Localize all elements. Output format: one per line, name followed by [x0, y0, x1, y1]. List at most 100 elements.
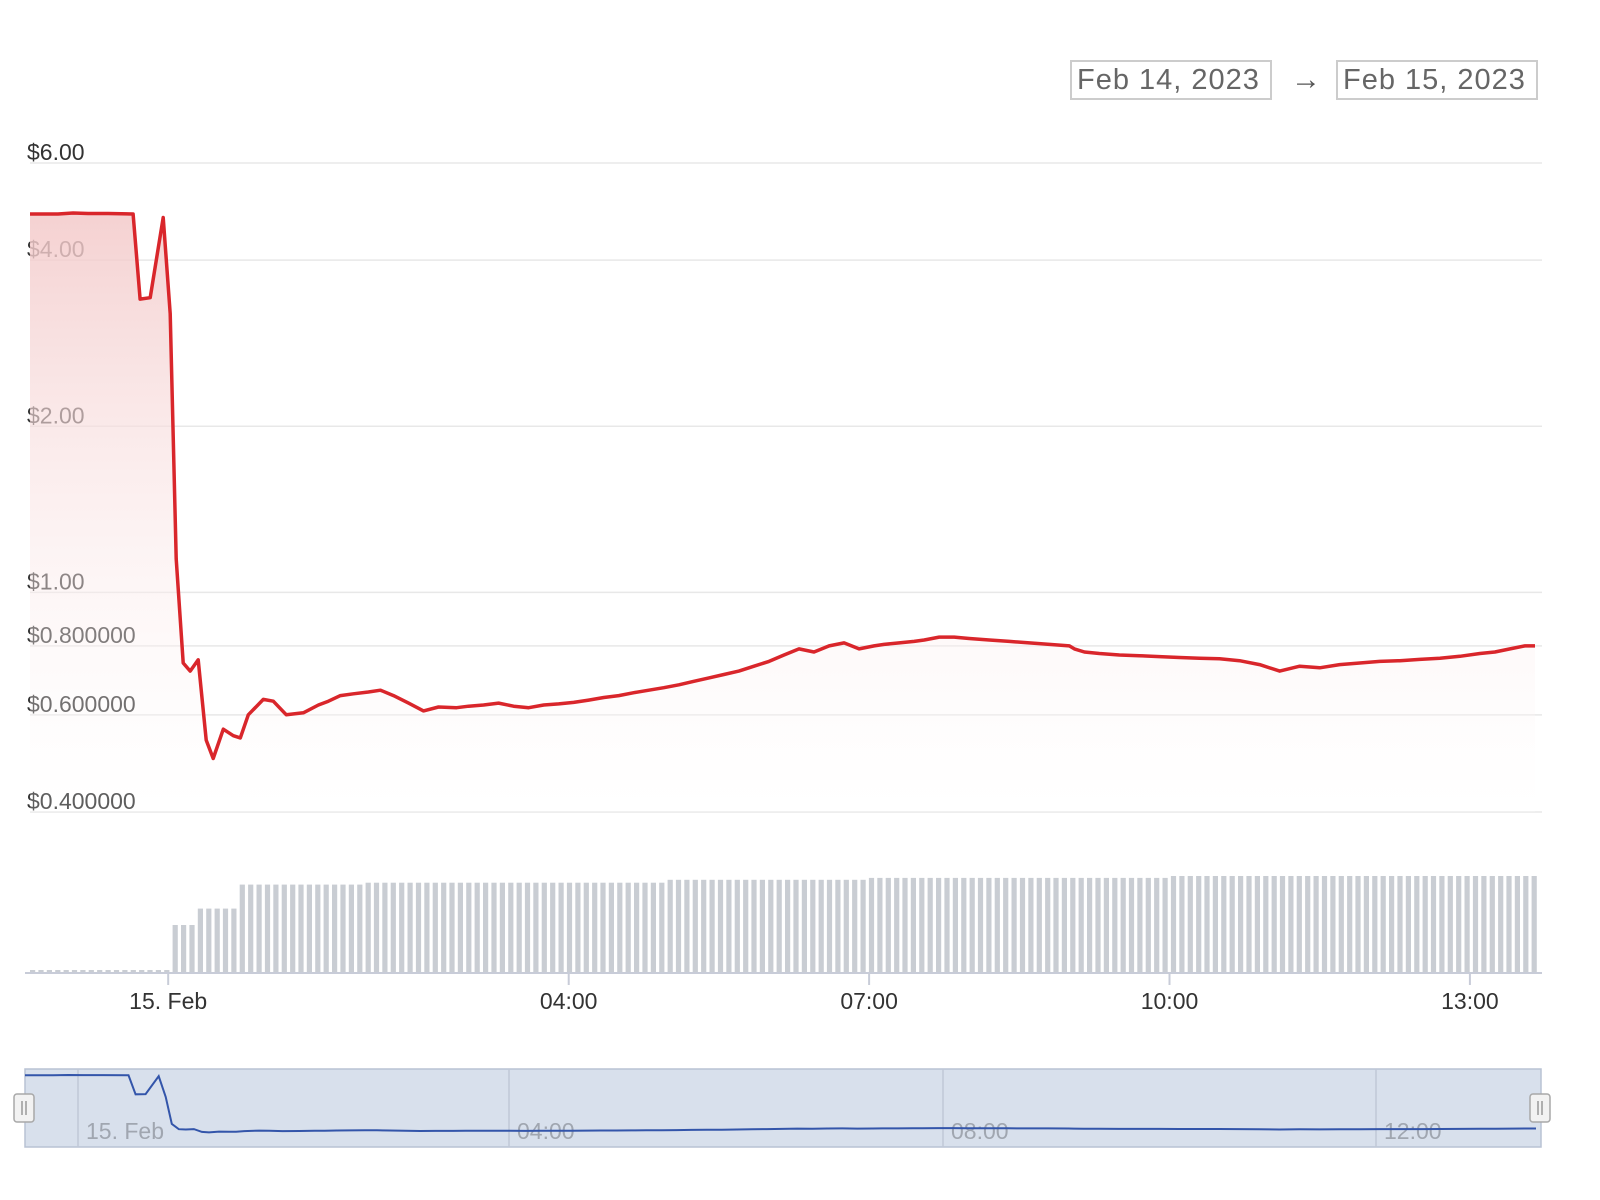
volume-bar	[1238, 876, 1244, 972]
volume-bar	[147, 970, 153, 972]
volume-bar	[63, 970, 69, 972]
volume-bar	[1078, 877, 1084, 972]
volume-bar	[499, 882, 505, 972]
volume-bar	[1028, 877, 1034, 972]
volume-bars	[30, 876, 1537, 972]
x-tick-label: 07:00	[840, 988, 898, 1014]
volume-bar	[1313, 876, 1319, 972]
navigator-tick-label: 12:00	[1384, 1118, 1442, 1144]
volume-bar	[155, 970, 161, 972]
volume-bar	[1464, 876, 1470, 972]
navigator[interactable]: 15. Feb 04:00 08:00 12:00	[13, 1068, 1551, 1148]
volume-bar	[1212, 876, 1218, 972]
volume-bar	[38, 970, 44, 972]
volume-bar	[1439, 876, 1445, 972]
volume-bar	[1523, 876, 1529, 972]
volume-bar	[1498, 876, 1504, 972]
volume-bar	[71, 970, 78, 972]
volume-bar	[80, 970, 86, 972]
volume-bar	[390, 882, 396, 972]
volume-bar	[315, 884, 321, 972]
volume-bar	[701, 879, 707, 972]
volume-bar	[533, 882, 539, 972]
volume-bar	[382, 882, 388, 972]
volume-bar	[1422, 876, 1428, 972]
volume-bar	[969, 877, 975, 972]
range-to-input[interactable]: Feb 15, 2023	[1336, 60, 1538, 100]
volume-bar	[759, 879, 765, 972]
volume-bar	[1003, 877, 1009, 972]
volume-bar	[432, 882, 438, 972]
range-from-input[interactable]: Feb 14, 2023	[1070, 60, 1272, 100]
volume-bar	[105, 970, 111, 972]
x-axis: 15. Feb 04:00 07:00 10:00 13:00	[25, 972, 1542, 1014]
volume-bar	[692, 879, 698, 972]
volume-bar	[298, 884, 304, 972]
volume-bar	[675, 879, 682, 972]
volume-bar	[181, 925, 187, 972]
volume-bar	[1447, 876, 1453, 972]
volume-bar	[1128, 877, 1135, 972]
volume-bar	[1380, 876, 1386, 972]
volume-bar	[1070, 877, 1076, 972]
navigator-tick-label: 15. Feb	[86, 1118, 164, 1144]
volume-bar	[1389, 876, 1395, 972]
volume-bar	[424, 882, 430, 972]
volume-bar	[1221, 876, 1227, 972]
volume-bar	[717, 879, 724, 972]
volume-bar	[1397, 876, 1403, 972]
volume-bar	[1187, 876, 1193, 972]
volume-bar	[1137, 877, 1143, 972]
volume-bar	[483, 882, 489, 972]
x-tick-label: 10:00	[1141, 988, 1199, 1014]
volume-bar	[1506, 876, 1512, 972]
volume-bar	[659, 882, 665, 972]
volume-bar	[1472, 876, 1479, 972]
volume-bar	[910, 877, 916, 972]
volume-bar	[55, 970, 61, 972]
volume-bar	[348, 884, 354, 972]
volume-bar	[1053, 877, 1059, 972]
volume-bar	[566, 882, 573, 972]
navigator-handle-left[interactable]	[13, 1093, 35, 1123]
volume-bar	[88, 970, 94, 972]
volume-bar	[491, 882, 497, 972]
volume-bar	[541, 882, 547, 972]
navigator-window[interactable]	[24, 1068, 1542, 1148]
volume-bar	[835, 879, 841, 972]
volume-bar	[793, 879, 799, 972]
volume-bar	[1061, 877, 1067, 972]
volume-bar	[256, 884, 262, 972]
volume-bar	[407, 882, 413, 972]
volume-bar	[936, 877, 942, 972]
volume-bar	[684, 879, 690, 972]
volume-bar	[734, 879, 740, 972]
volume-bar	[323, 884, 329, 972]
volume-bar	[709, 879, 715, 972]
volume-bar	[1011, 877, 1017, 972]
volume-bar	[508, 882, 514, 972]
volume-bar	[600, 882, 606, 972]
volume-bar	[1019, 877, 1026, 972]
volume-bar	[474, 882, 480, 972]
volume-bar	[97, 970, 103, 972]
volume-bar	[1405, 876, 1411, 972]
volume-bar	[1481, 876, 1487, 972]
volume-bar	[575, 882, 581, 972]
volume-bar	[961, 877, 967, 972]
volume-bar	[550, 882, 556, 972]
navigator-handle-right[interactable]	[1529, 1093, 1551, 1123]
volume-bar	[1355, 876, 1361, 972]
volume-bar	[1045, 877, 1051, 972]
volume-bar	[457, 882, 463, 972]
volume-bar	[726, 879, 732, 972]
volume-bar	[1204, 876, 1210, 972]
volume-bar	[751, 879, 757, 972]
volume-bar	[1347, 876, 1353, 972]
x-tick-label: 04:00	[540, 988, 598, 1014]
volume-bar	[373, 882, 380, 972]
volume-bar	[172, 925, 178, 972]
volume-bar	[332, 884, 338, 972]
volume-bar	[617, 882, 623, 972]
volume-bar	[583, 882, 589, 972]
